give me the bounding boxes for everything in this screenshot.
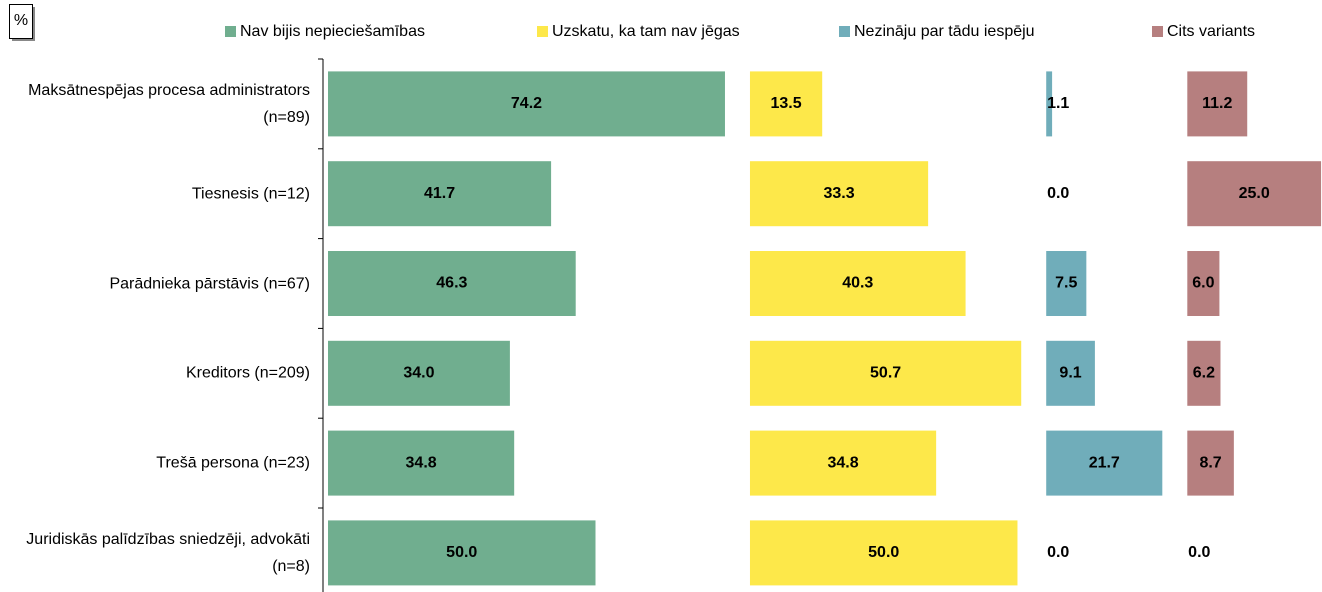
bar — [1187, 71, 1248, 137]
data-label: 6.2 — [1193, 365, 1215, 382]
data-label: 41.7 — [424, 185, 455, 202]
data-label: 34.0 — [403, 365, 434, 382]
bar — [328, 251, 576, 316]
category-label: Juridiskās palīdzības sniedzēji, advokāt… — [26, 530, 310, 575]
data-label: 33.3 — [823, 185, 854, 202]
data-label: 40.3 — [842, 275, 873, 292]
legend-swatch — [839, 26, 850, 37]
bar — [749, 71, 823, 137]
data-label: 0.0 — [1047, 544, 1069, 561]
data-label: 46.3 — [436, 275, 467, 292]
data-label: 50.0 — [868, 544, 899, 561]
data-label: 74.2 — [511, 95, 542, 112]
data-label: 1.1 — [1047, 95, 1069, 112]
bar — [1046, 430, 1163, 496]
legend-swatch — [225, 26, 236, 37]
data-label: 9.1 — [1059, 365, 1081, 382]
data-label: 11.2 — [1202, 95, 1232, 112]
legend-label: Cits variants — [1167, 23, 1255, 40]
data-label: 8.7 — [1199, 454, 1221, 471]
bar — [1187, 430, 1234, 496]
bar — [749, 340, 1022, 406]
unit-box — [9, 4, 33, 39]
data-label: 34.8 — [827, 454, 858, 471]
data-label: 25.0 — [1239, 185, 1270, 202]
legend-label: Nav bijis nepieciešamības — [240, 23, 425, 40]
data-label: 50.7 — [870, 365, 901, 382]
category-label: Kreditors (n=209) — [185, 364, 310, 382]
unit-label: % — [14, 12, 28, 29]
bar — [749, 520, 1018, 586]
legend-swatch — [1152, 26, 1163, 37]
bar — [1187, 161, 1322, 227]
bar — [749, 430, 937, 496]
data-label: 50.0 — [446, 544, 477, 561]
category-label: Parādnieka pārstāvis (n=67) — [109, 275, 310, 292]
legend-swatch — [537, 26, 548, 37]
bar — [749, 161, 929, 227]
data-label: 34.8 — [406, 454, 437, 471]
data-label: 6.0 — [1192, 275, 1214, 292]
category-label: Tiesnesis (n=12) — [191, 185, 310, 203]
category-label: Trešā persona (n=23) — [156, 454, 310, 472]
bar — [749, 251, 966, 316]
bar — [328, 340, 510, 406]
bar — [1046, 71, 1053, 137]
data-label: 0.0 — [1047, 185, 1069, 202]
bar — [328, 520, 596, 586]
bar — [1046, 340, 1095, 406]
bar — [328, 430, 515, 496]
bar — [1187, 340, 1221, 406]
legend-label: Nezināju par tādu iespēju — [854, 23, 1035, 40]
bar — [1046, 251, 1087, 316]
legend-label: Uzskatu, ka tam nav jēgas — [552, 23, 740, 40]
category-label: Maksātnespējas procesa administrators (n… — [28, 81, 310, 126]
data-label: 21.7 — [1089, 454, 1120, 471]
data-label: 0.0 — [1188, 544, 1210, 561]
data-label: 7.5 — [1055, 275, 1077, 292]
data-label: 13.5 — [771, 95, 802, 112]
bar — [1187, 251, 1220, 316]
bar — [328, 161, 552, 227]
bar — [328, 71, 725, 137]
